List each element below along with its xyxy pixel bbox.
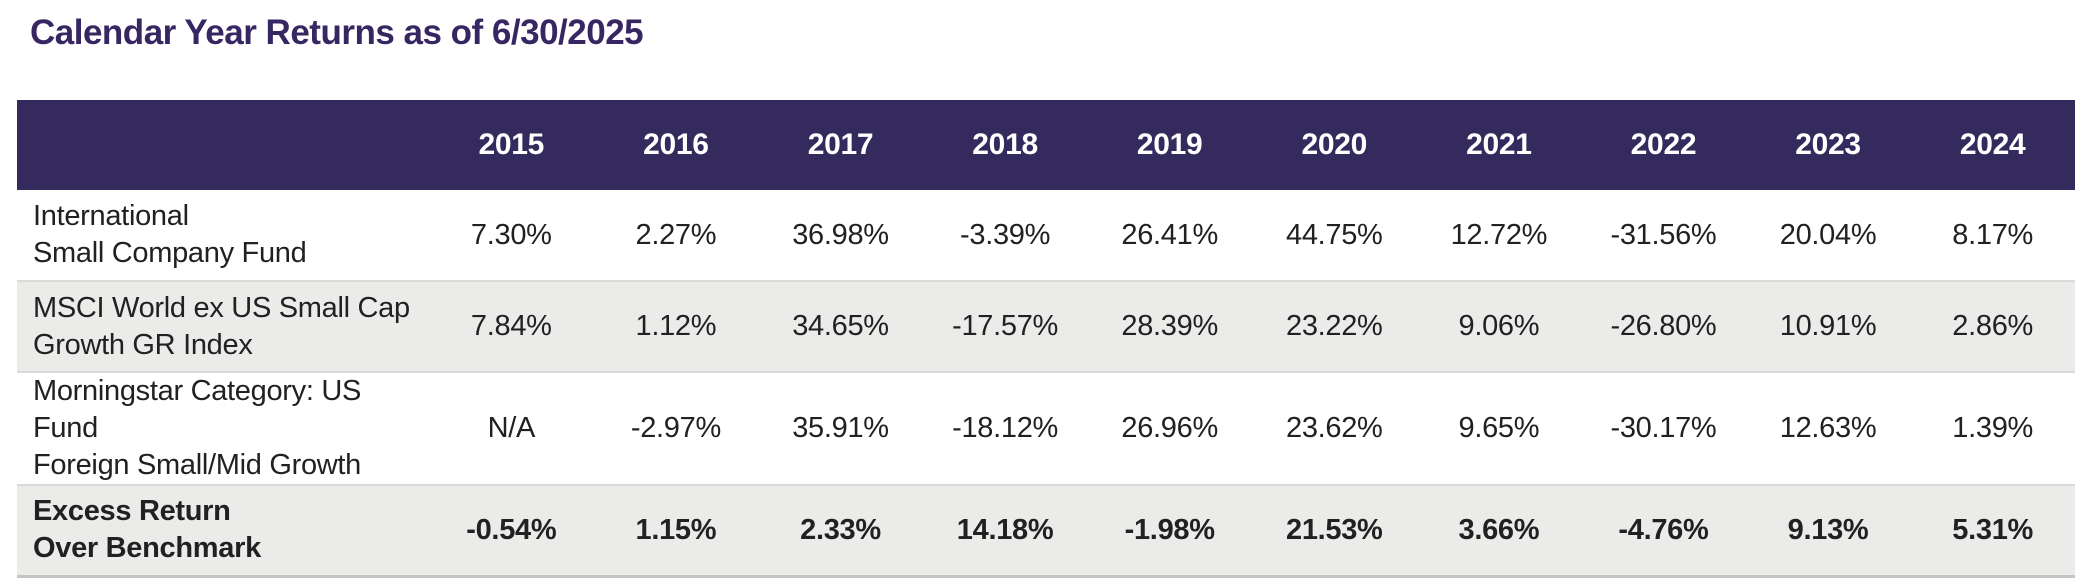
row-label-column-header	[17, 100, 429, 190]
table-cell: 12.72%	[1450, 218, 1548, 251]
table-row-morningstar-category: Morningstar Category: US Fund Foreign Sm…	[17, 372, 2075, 485]
table-cell: 26.41%	[1121, 218, 1218, 251]
table-cell: -1.98%	[1124, 513, 1215, 546]
year-column-header: 2015	[429, 100, 594, 190]
year-column-header: 2016	[593, 100, 759, 190]
table-cell: 7.84%	[470, 310, 552, 342]
table-cell: -18.12%	[952, 412, 1059, 444]
table-cell: N/A	[487, 412, 536, 444]
table-cell: 20.04%	[1779, 218, 1877, 251]
table-cell: 28.39%	[1121, 310, 1218, 342]
year-column-header: 2020	[1251, 100, 1417, 190]
table-cell: 2.86%	[1952, 310, 2034, 342]
calendar-year-returns-table: 2015 2016 2017 2018 2019 2020 2021 2022 …	[17, 100, 2075, 578]
page-title: Calendar Year Returns as of 6/30/2025	[30, 13, 644, 52]
table-cell: -4.76%	[1618, 513, 1709, 546]
table-cell: 26.96%	[1121, 412, 1218, 444]
table-cell: 21.53%	[1285, 513, 1383, 546]
table-cell: 2.33%	[800, 513, 881, 546]
table-cell: -3.39%	[960, 218, 1051, 251]
row-label: International Small Company Fund	[17, 190, 429, 281]
row-label: Excess Return Over Benchmark	[17, 485, 429, 576]
table-cell: -0.54%	[466, 513, 557, 546]
table-cell: 35.91%	[792, 412, 889, 444]
table-cell: 2.27%	[635, 218, 717, 251]
table-cell: 23.62%	[1285, 412, 1383, 444]
returns-table-container: 2015 2016 2017 2018 2019 2020 2021 2022 …	[17, 100, 2075, 578]
year-column-header: 2019	[1087, 100, 1252, 190]
table-row-fund: International Small Company Fund 7.30% 2…	[17, 190, 2075, 281]
table-cell: -2.97%	[630, 412, 721, 444]
table-cell: 10.91%	[1779, 310, 1877, 342]
row-label-line: Growth GR Index	[33, 328, 253, 361]
table-header-row: 2015 2016 2017 2018 2019 2020 2021 2022 …	[17, 100, 2075, 190]
table-cell: -30.17%	[1610, 412, 1717, 444]
row-label-line: MSCI World ex US Small Cap	[33, 291, 410, 324]
row-label-line: Foreign Small/Mid Growth	[33, 449, 362, 481]
table-cell: 14.18%	[956, 513, 1054, 546]
table-row-benchmark-index: MSCI World ex US Small Cap Growth GR Ind…	[17, 281, 2075, 372]
table-cell: 12.63%	[1779, 412, 1877, 444]
year-column-header: 2024	[1910, 100, 2075, 190]
table-cell: 23.22%	[1285, 310, 1383, 342]
table-cell: 34.65%	[792, 310, 889, 342]
table-cell: 36.98%	[792, 218, 889, 251]
row-label: Morningstar Category: US Fund Foreign Sm…	[17, 372, 429, 485]
table-cell: 9.06%	[1458, 310, 1540, 342]
table-cell: 3.66%	[1458, 513, 1540, 546]
table-cell: 8.17%	[1952, 218, 2034, 251]
year-column-header: 2022	[1581, 100, 1746, 190]
row-label-line: Over Benchmark	[33, 532, 261, 565]
table-cell: -17.57%	[952, 310, 1059, 342]
row-label-line: Excess Return	[33, 495, 231, 528]
row-label: MSCI World ex US Small Cap Growth GR Ind…	[17, 281, 429, 372]
year-column-header: 2021	[1416, 100, 1582, 190]
table-cell: 5.31%	[1952, 513, 2034, 546]
year-column-header: 2017	[758, 100, 923, 190]
table-cell: 7.30%	[470, 218, 552, 251]
table-row-excess-return: Excess Return Over Benchmark -0.54% 1.15…	[17, 485, 2075, 576]
table-cell: 1.12%	[635, 310, 717, 342]
table-cell: -26.80%	[1610, 310, 1717, 342]
table-cell: 9.65%	[1458, 412, 1540, 444]
table-cell: -31.56%	[1610, 218, 1717, 251]
row-label-line: International	[33, 200, 189, 232]
table-cell: 1.15%	[635, 513, 717, 546]
table-cell: 44.75%	[1285, 218, 1383, 251]
row-label-line: Morningstar Category: US Fund	[33, 375, 362, 444]
row-label-line: Small Company Fund	[33, 237, 307, 269]
year-column-header: 2023	[1745, 100, 1911, 190]
table-cell: 1.39%	[1952, 412, 2034, 444]
year-column-header: 2018	[922, 100, 1088, 190]
table-cell: 9.13%	[1787, 513, 1869, 546]
